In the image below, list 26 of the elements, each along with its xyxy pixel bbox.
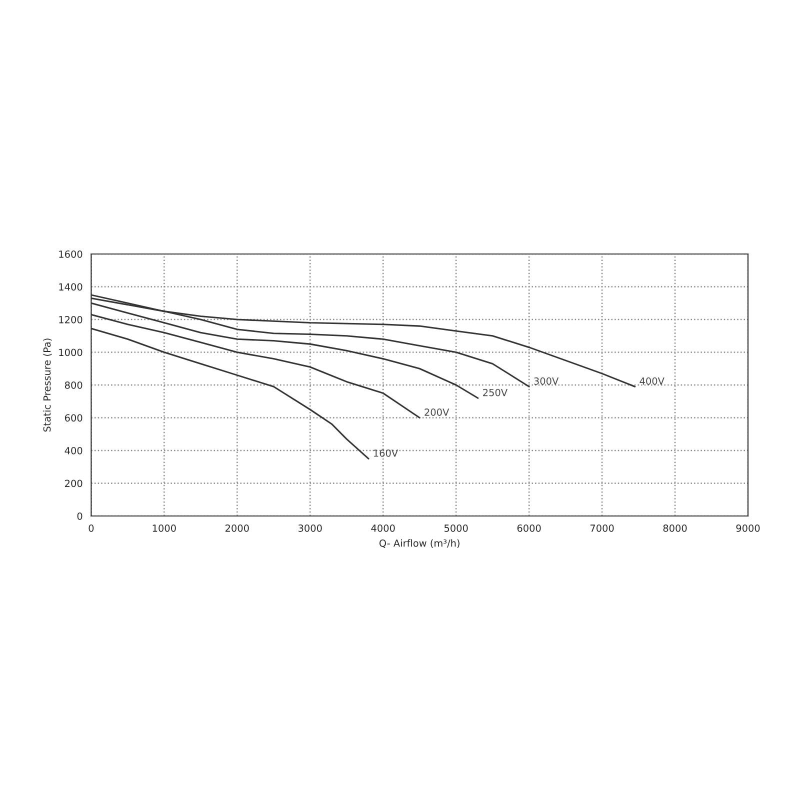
- y-axis-title: Static Pressure (Pa): [43, 338, 52, 432]
- x-tick-label: 0: [88, 524, 94, 532]
- x-tick-label: 5000: [444, 524, 468, 532]
- y-tick-label: 1000: [59, 348, 82, 356]
- x-tick-label: 6000: [517, 524, 541, 532]
- x-tick-label: 7000: [590, 524, 614, 532]
- x-tick-label: 3000: [298, 524, 322, 532]
- y-tick-label: 1400: [59, 283, 82, 291]
- y-tick-label: 800: [64, 381, 82, 389]
- y-tick-label: 400: [64, 446, 82, 454]
- y-tick-label: 200: [65, 480, 82, 488]
- x-tick-label: 2000: [225, 524, 249, 532]
- series-label: 160V: [374, 449, 398, 457]
- y-tick-label: 1200: [59, 316, 82, 324]
- x-tick-label: 4000: [371, 524, 395, 532]
- series-label: 200V: [424, 408, 450, 416]
- x-tick-label: 9000: [736, 524, 760, 532]
- series-label: 400V: [640, 377, 664, 385]
- y-tick-label: 1600: [59, 250, 82, 258]
- x-axis-title: Q- Airflow (m³/h): [379, 539, 460, 548]
- x-tick-label: 1000: [152, 524, 176, 532]
- y-tick-label: 0: [77, 512, 82, 520]
- series-label: 250V: [483, 388, 508, 396]
- y-tick-label: 600: [64, 414, 82, 422]
- x-tick-label: 8000: [663, 524, 687, 532]
- series-label: 300V: [534, 377, 559, 385]
